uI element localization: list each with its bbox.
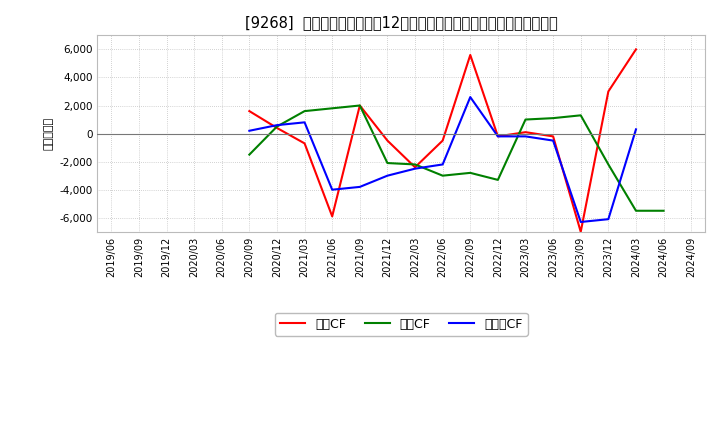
営業CF <box>604 89 613 94</box>
Y-axis label: （百万円）: （百万円） <box>44 117 54 150</box>
営業CF <box>577 229 585 235</box>
Title: [9268]  キャッシュフローの12か月移動合計の対前年同期増減額の推移: [9268] キャッシュフローの12か月移動合計の対前年同期増減額の推移 <box>245 15 557 30</box>
営業CF <box>494 134 503 139</box>
Line: フリーCF: フリーCF <box>249 97 636 222</box>
投資CF <box>660 208 668 213</box>
フリーCF <box>494 134 503 139</box>
フリーCF <box>466 95 474 100</box>
投資CF <box>410 162 419 167</box>
フリーCF <box>383 173 392 178</box>
営業CF <box>549 134 557 139</box>
フリーCF <box>604 216 613 222</box>
フリーCF <box>521 134 530 139</box>
投資CF <box>631 208 640 213</box>
投資CF <box>521 117 530 122</box>
営業CF <box>410 165 419 170</box>
営業CF <box>383 138 392 143</box>
営業CF <box>521 129 530 135</box>
営業CF <box>356 103 364 108</box>
投資CF <box>328 106 336 111</box>
投資CF <box>356 103 364 108</box>
投資CF <box>300 109 309 114</box>
投資CF <box>383 161 392 166</box>
フリーCF <box>273 122 282 128</box>
フリーCF <box>245 128 253 133</box>
フリーCF <box>577 220 585 225</box>
フリーCF <box>328 187 336 192</box>
営業CF <box>466 52 474 58</box>
営業CF <box>273 125 282 131</box>
営業CF <box>300 141 309 146</box>
投資CF <box>604 162 613 167</box>
投資CF <box>438 173 447 178</box>
投資CF <box>466 170 474 176</box>
フリーCF <box>356 184 364 190</box>
Legend: 営業CF, 投資CF, フリーCF: 営業CF, 投資CF, フリーCF <box>275 313 528 336</box>
投資CF <box>549 115 557 121</box>
営業CF <box>328 214 336 219</box>
営業CF <box>631 47 640 52</box>
フリーCF <box>549 138 557 143</box>
Line: 投資CF: 投資CF <box>249 106 664 211</box>
フリーCF <box>300 120 309 125</box>
投資CF <box>273 124 282 129</box>
フリーCF <box>410 166 419 171</box>
投資CF <box>577 113 585 118</box>
投資CF <box>494 177 503 183</box>
営業CF <box>245 109 253 114</box>
営業CF <box>438 138 447 143</box>
Line: 営業CF: 営業CF <box>249 49 636 232</box>
フリーCF <box>631 127 640 132</box>
投資CF <box>245 152 253 157</box>
フリーCF <box>438 162 447 167</box>
